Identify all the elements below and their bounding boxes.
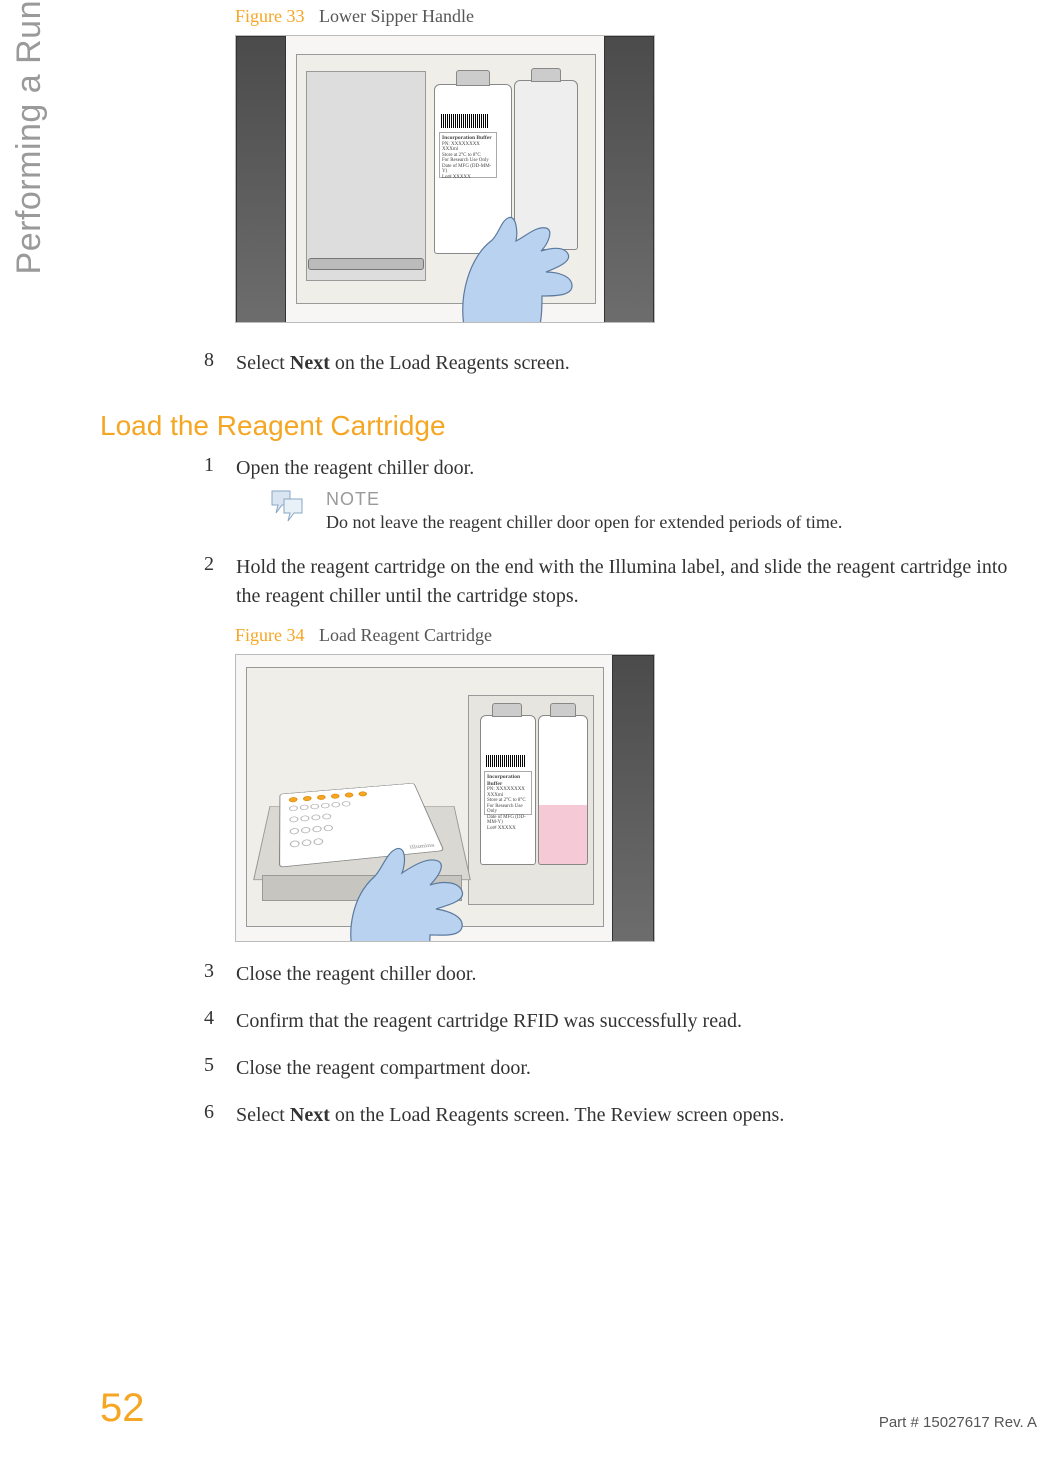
step-6-number: 6 (200, 1101, 214, 1130)
figure-34-number: Figure 34 (235, 625, 305, 645)
note-body: Do not leave the reagent chiller door op… (326, 510, 842, 535)
figure-33-title: Lower Sipper Handle (319, 6, 474, 26)
page-content: Figure 33 Lower Sipper Handle Incorporat… (100, 0, 1045, 1130)
part-number: Part # 15027617 Rev. A (879, 1414, 1037, 1431)
note-icon (268, 489, 308, 523)
step-5: 5 Close the reagent compartment door. (200, 1054, 1035, 1083)
figure-33-caption: Figure 33 Lower Sipper Handle (235, 6, 1045, 27)
hand-icon (446, 186, 606, 323)
step-1-number: 1 (200, 454, 214, 483)
hand-icon (326, 815, 506, 942)
bottle-label-title: Incorporation Buffer (442, 135, 492, 141)
step-4-text: Confirm that the reagent cartridge RFID … (236, 1007, 1035, 1036)
step-8-number: 8 (200, 349, 214, 378)
step-3-text: Close the reagent chiller door. (236, 960, 1035, 989)
figure-34-caption: Figure 34 Load Reagent Cartridge (235, 625, 1045, 646)
step-8: 8 Select Next on the Load Reagents scree… (200, 349, 1035, 378)
note-block: NOTE Do not leave the reagent chiller do… (268, 489, 1045, 535)
step-8-text: Select Next on the Load Reagents screen. (236, 349, 1035, 378)
section-heading: Load the Reagent Cartridge (100, 410, 1045, 442)
step-4: 4 Confirm that the reagent cartridge RFI… (200, 1007, 1035, 1036)
figure-33-number: Figure 33 (235, 6, 305, 26)
note-title: NOTE (326, 489, 842, 510)
side-tab-label: Performing a Run (10, 0, 49, 274)
step-1-text: Open the reagent chiller door. (236, 454, 1035, 483)
step-4-number: 4 (200, 1007, 214, 1036)
figure-34-image: Incorporation Buffer PN: XXXXXXXXXXXmlSt… (235, 654, 655, 942)
step-1: 1 Open the reagent chiller door. (200, 454, 1035, 483)
step-3: 3 Close the reagent chiller door. (200, 960, 1035, 989)
step-2-number: 2 (200, 553, 214, 611)
step-6: 6 Select Next on the Load Reagents scree… (200, 1101, 1035, 1130)
step-3-number: 3 (200, 960, 214, 989)
step-5-number: 5 (200, 1054, 214, 1083)
step-5-text: Close the reagent compartment door. (236, 1054, 1035, 1083)
page-footer: 52 Part # 15027617 Rev. A (100, 1386, 1037, 1431)
note-content: NOTE Do not leave the reagent chiller do… (326, 489, 842, 535)
page-number: 52 (100, 1386, 145, 1431)
step-2-text: Hold the reagent cartridge on the end wi… (236, 553, 1035, 611)
step-6-text: Select Next on the Load Reagents screen.… (236, 1101, 1035, 1130)
step-2: 2 Hold the reagent cartridge on the end … (200, 553, 1035, 611)
figure-33-image: Incorporation Buffer PN: XXXXXXXXXXXmlSt… (235, 35, 655, 323)
figure-34-title: Load Reagent Cartridge (319, 625, 492, 645)
